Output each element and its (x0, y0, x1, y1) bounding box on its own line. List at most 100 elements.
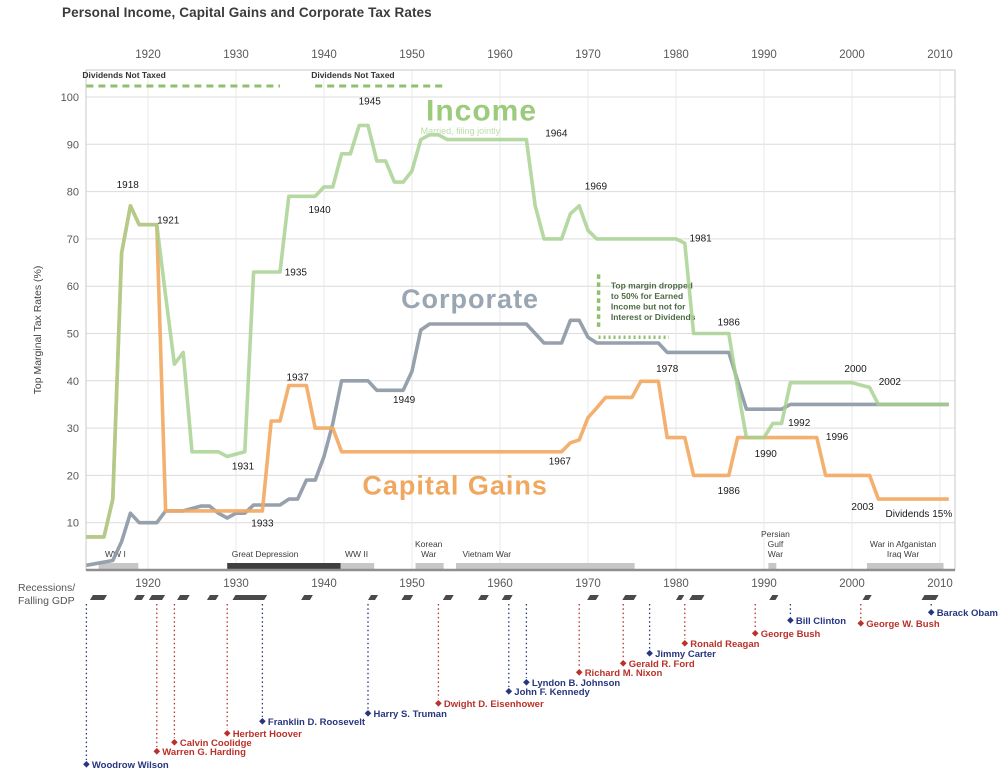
president-name: Dwight D. Eisenhower (444, 699, 544, 710)
earned-income-note: Interest or Dividends (611, 312, 696, 322)
president-name: George W. Bush (866, 619, 940, 630)
recessions-label-line1: Recessions/ (18, 582, 76, 594)
war-label: Gulf (768, 539, 784, 549)
point-label: Dividends 15% (886, 509, 953, 520)
recession-mark (622, 595, 637, 600)
point-label: 1986 (718, 318, 741, 329)
series-title: Corporate (401, 284, 539, 314)
earned-income-note: to 50% for Earned (611, 291, 683, 301)
series-title: Married, filing jointly (421, 126, 501, 136)
x-tick-top: 1930 (223, 49, 249, 61)
recession-mark (232, 595, 268, 600)
recession-mark (769, 595, 779, 600)
point-label: 1945 (359, 96, 382, 107)
point-label: 1969 (585, 181, 608, 192)
x-tick-bottom: 1980 (663, 578, 689, 590)
president-name: Lyndon B. Johnson (532, 678, 621, 689)
recessions-label-line2: Falling GDP (18, 595, 75, 607)
page-title: Personal Income, Capital Gains and Corpo… (62, 5, 432, 20)
recession-mark (587, 595, 599, 600)
president-name: Richard M. Nixon (585, 668, 663, 679)
president-name: Woodrow Wilson (92, 760, 169, 771)
president-diamond (646, 650, 653, 657)
point-label: 2002 (879, 377, 902, 388)
president-name: George Bush (761, 629, 821, 640)
president-diamond (171, 739, 178, 746)
recession-mark (89, 595, 107, 600)
recession-mark (921, 595, 939, 600)
war-bar (227, 563, 341, 570)
recession-mark (401, 595, 414, 600)
war-label: Great Depression (232, 549, 299, 559)
president-diamond (523, 679, 530, 686)
war-label: War in Afganistan (870, 539, 937, 549)
x-tick-top: 1920 (135, 49, 161, 61)
y-tick: 90 (67, 139, 79, 151)
x-tick-top: 1960 (487, 49, 513, 61)
x-tick-bottom: 2010 (927, 578, 953, 590)
president-diamond (259, 718, 266, 725)
recession-mark (689, 595, 705, 600)
recession-mark (301, 595, 313, 600)
x-tick-top: 1970 (575, 49, 601, 61)
x-tick-bottom: 2000 (839, 578, 865, 590)
x-tick-bottom: 1920 (135, 578, 161, 590)
president-name: Bill Clinton (796, 616, 846, 627)
war-bar (866, 563, 944, 570)
x-tick-bottom: 1940 (311, 578, 337, 590)
president-diamond (575, 669, 583, 676)
point-label: 1990 (755, 449, 778, 460)
president-diamond (505, 688, 513, 695)
x-tick-top: 1950 (399, 49, 425, 61)
war-bar (456, 563, 635, 570)
point-label: 1978 (656, 364, 679, 375)
recession-mark (148, 595, 166, 600)
x-tick-top: 1990 (751, 49, 777, 61)
president-name: John F. Kennedy (514, 687, 590, 698)
president-name: Calvin Coolidge (180, 738, 252, 749)
recession-mark (206, 595, 219, 600)
y-tick: 80 (67, 187, 79, 199)
series-title: Income (426, 95, 537, 128)
x-tick-top: 2010 (927, 49, 953, 61)
point-label: 2003 (851, 502, 874, 513)
recession-mark (133, 595, 145, 600)
y-tick: 10 (67, 518, 79, 530)
y-tick: 50 (67, 329, 79, 341)
point-label: 1967 (549, 457, 572, 468)
series-line-income (86, 123, 949, 539)
x-tick-bottom: 1930 (223, 578, 249, 590)
x-tick-top: 1980 (663, 49, 689, 61)
recession-mark (501, 595, 513, 600)
recession-mark (478, 595, 489, 600)
point-label: 1921 (157, 215, 180, 226)
x-tick-bottom: 1960 (487, 578, 513, 590)
point-label: 1986 (718, 486, 741, 497)
x-tick-bottom: 1950 (399, 578, 425, 590)
war-label: Iraq War (887, 549, 919, 559)
recession-mark (177, 595, 190, 600)
president-name: Gerald R. Ford (629, 659, 695, 670)
x-tick-bottom: 1970 (575, 578, 601, 590)
war-bar (340, 563, 375, 570)
recession-mark (442, 595, 454, 600)
recession-mark (862, 595, 872, 600)
president-diamond (857, 620, 865, 627)
president-name: Jimmy Carter (655, 649, 716, 660)
x-tick-top: 1940 (311, 49, 337, 61)
president-name: Franklin D. Roosevelt (268, 717, 366, 728)
point-label: 1992 (788, 418, 811, 429)
president-diamond (83, 761, 90, 768)
point-label: 1940 (308, 205, 331, 216)
president-name: Ronald Reagan (690, 639, 759, 650)
president-diamond (619, 660, 627, 667)
point-label: 1937 (286, 373, 309, 384)
war-label: War (421, 549, 436, 559)
president-diamond (787, 617, 794, 624)
war-label: Vietnam War (462, 549, 511, 559)
series-title: Capital Gains (362, 470, 548, 500)
y-tick: 20 (67, 470, 79, 482)
president-diamond (681, 640, 689, 647)
